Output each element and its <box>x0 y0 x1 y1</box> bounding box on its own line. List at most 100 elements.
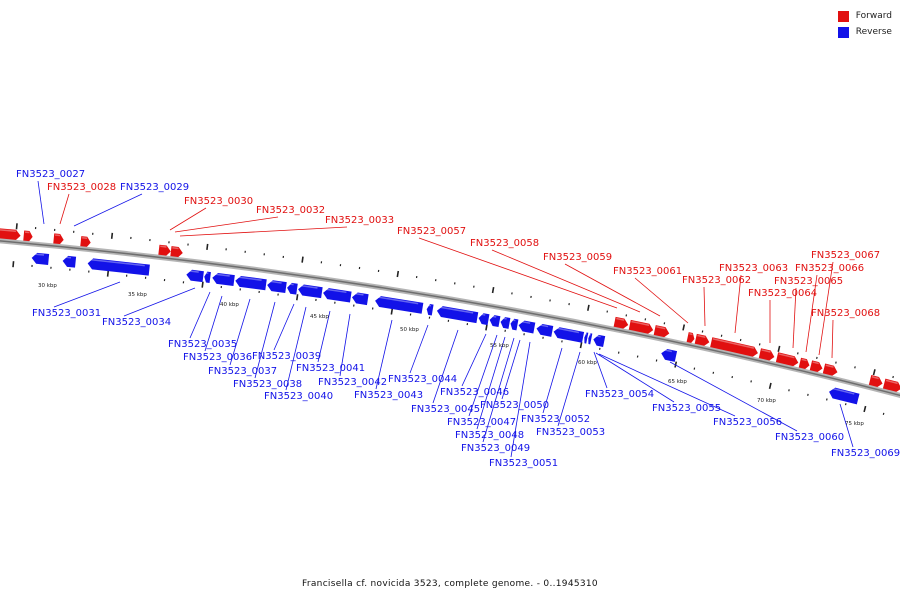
reverse-gene-18-shape[interactable] <box>510 318 519 331</box>
forward-gene-0-shape[interactable] <box>0 227 21 241</box>
forward-gene-4-shape[interactable] <box>158 244 171 257</box>
forward-gene-2-shape[interactable] <box>53 233 64 245</box>
forward-gene-18-shape[interactable] <box>882 378 900 394</box>
reverse-gene-14-shape[interactable] <box>436 305 479 324</box>
gene-fn3523_0061-label[interactable]: FN3523_0061 <box>613 266 682 277</box>
forward-gene-3-shape[interactable] <box>80 236 91 248</box>
gene-fn3523_0064-label[interactable]: FN3523_0064 <box>748 288 817 299</box>
forward-gene-6[interactable] <box>613 316 629 331</box>
gene-fn3523_0032-label[interactable]: FN3523_0032 <box>256 205 325 216</box>
reverse-gene-22[interactable] <box>583 332 589 344</box>
gene-fn3523_0037-label[interactable]: FN3523_0037 <box>208 366 277 377</box>
forward-gene-1-shape[interactable] <box>23 230 33 243</box>
reverse-gene-19[interactable] <box>518 320 536 334</box>
forward-gene-5[interactable] <box>170 246 183 258</box>
reverse-gene-26[interactable] <box>828 386 860 405</box>
forward-gene-9-shape[interactable] <box>686 332 695 344</box>
gene-fn3523_0065-label[interactable]: FN3523_0065 <box>774 276 843 287</box>
reverse-gene-12-shape[interactable] <box>374 295 424 314</box>
gene-fn3523_0044-label[interactable]: FN3523_0044 <box>388 374 457 385</box>
forward-gene-8-shape[interactable] <box>653 325 670 339</box>
reverse-gene-6[interactable] <box>235 275 267 291</box>
reverse-gene-0-shape[interactable] <box>31 252 50 265</box>
forward-gene-8[interactable] <box>653 325 670 339</box>
gene-fn3523_0046-label[interactable]: FN3523_0046 <box>440 387 509 398</box>
reverse-gene-24-shape[interactable] <box>592 334 606 347</box>
reverse-gene-11[interactable] <box>351 292 369 306</box>
gene-fn3523_0057-label[interactable]: FN3523_0057 <box>397 226 466 237</box>
forward-gene-10-shape[interactable] <box>694 333 710 348</box>
reverse-gene-23[interactable] <box>587 333 593 345</box>
reverse-gene-13-shape[interactable] <box>426 304 434 316</box>
gene-fn3523_0029-label[interactable]: FN3523_0029 <box>120 182 189 193</box>
forward-gene-2[interactable] <box>53 233 64 245</box>
forward-gene-11[interactable] <box>709 337 759 358</box>
forward-gene-11-shape[interactable] <box>709 337 759 358</box>
forward-gene-7-shape[interactable] <box>628 319 655 336</box>
reverse-gene-12[interactable] <box>374 295 424 314</box>
forward-gene-3[interactable] <box>80 236 91 248</box>
gene-fn3523_0056-label[interactable]: FN3523_0056 <box>713 417 782 428</box>
gene-fn3523_0028-label[interactable]: FN3523_0028 <box>47 182 116 193</box>
forward-gene-1[interactable] <box>23 230 33 243</box>
gene-fn3523_0033-label[interactable]: FN3523_0033 <box>325 215 394 226</box>
forward-gene-13-shape[interactable] <box>775 352 800 368</box>
gene-fn3523_0041-label[interactable]: FN3523_0041 <box>296 363 365 374</box>
forward-gene-6-shape[interactable] <box>613 316 629 331</box>
forward-gene-18[interactable] <box>882 378 900 394</box>
forward-gene-10[interactable] <box>694 333 710 348</box>
reverse-gene-23-shape[interactable] <box>587 333 593 345</box>
gene-fn3523_0052-label[interactable]: FN3523_0052 <box>521 414 590 425</box>
gene-fn3523_0066-label[interactable]: FN3523_0066 <box>795 263 864 274</box>
forward-gene-16-shape[interactable] <box>822 363 839 378</box>
forward-gene-9[interactable] <box>686 332 695 344</box>
forward-gene-16[interactable] <box>822 363 839 378</box>
reverse-gene-22-shape[interactable] <box>583 332 589 344</box>
reverse-gene-3[interactable] <box>186 269 204 283</box>
reverse-gene-19-shape[interactable] <box>518 320 536 334</box>
forward-gene-14[interactable] <box>798 357 810 371</box>
forward-gene-0[interactable] <box>0 227 21 241</box>
reverse-gene-25[interactable] <box>660 348 678 362</box>
gene-fn3523_0067-label[interactable]: FN3523_0067 <box>811 250 880 261</box>
reverse-gene-13[interactable] <box>426 304 434 316</box>
reverse-gene-2-shape[interactable] <box>87 258 150 276</box>
reverse-gene-1[interactable] <box>62 255 77 268</box>
gene-fn3523_0049-label[interactable]: FN3523_0049 <box>461 443 530 454</box>
reverse-gene-14[interactable] <box>436 305 479 324</box>
reverse-gene-17[interactable] <box>500 316 511 329</box>
gene-fn3523_0031-label[interactable]: FN3523_0031 <box>32 308 101 319</box>
gene-fn3523_0039-label[interactable]: FN3523_0039 <box>252 351 321 362</box>
reverse-gene-15[interactable] <box>478 313 490 326</box>
reverse-gene-16-shape[interactable] <box>489 314 501 328</box>
reverse-gene-5-shape[interactable] <box>212 272 235 287</box>
reverse-gene-0[interactable] <box>31 252 50 265</box>
reverse-gene-2[interactable] <box>87 258 150 276</box>
forward-gene-15-shape[interactable] <box>809 360 824 374</box>
reverse-gene-8-shape[interactable] <box>286 282 298 295</box>
forward-gene-17-shape[interactable] <box>868 375 884 389</box>
forward-gene-12-shape[interactable] <box>758 348 776 362</box>
reverse-gene-10-shape[interactable] <box>322 287 352 303</box>
gene-fn3523_0038-label[interactable]: FN3523_0038 <box>233 379 302 390</box>
reverse-gene-9-shape[interactable] <box>297 284 323 299</box>
reverse-gene-25-shape[interactable] <box>660 348 678 362</box>
reverse-gene-8[interactable] <box>286 282 298 295</box>
gene-fn3523_0053-label[interactable]: FN3523_0053 <box>536 427 605 438</box>
reverse-gene-20-shape[interactable] <box>536 323 554 337</box>
reverse-gene-24[interactable] <box>592 334 606 347</box>
gene-fn3523_0058-label[interactable]: FN3523_0058 <box>470 238 539 249</box>
gene-fn3523_0060-label[interactable]: FN3523_0060 <box>775 432 844 443</box>
reverse-gene-16[interactable] <box>489 314 501 328</box>
gene-fn3523_0043-label[interactable]: FN3523_0043 <box>354 390 423 401</box>
gene-fn3523_0035-label[interactable]: FN3523_0035 <box>168 339 237 350</box>
gene-fn3523_0042-label[interactable]: FN3523_0042 <box>318 377 387 388</box>
reverse-gene-17-shape[interactable] <box>500 316 511 329</box>
reverse-gene-6-shape[interactable] <box>235 275 267 291</box>
reverse-gene-11-shape[interactable] <box>351 292 369 306</box>
gene-fn3523_0027-label[interactable]: FN3523_0027 <box>16 169 85 180</box>
gene-fn3523_0059-label[interactable]: FN3523_0059 <box>543 252 612 263</box>
forward-gene-15[interactable] <box>809 360 824 374</box>
reverse-gene-1-shape[interactable] <box>62 255 77 268</box>
reverse-gene-5[interactable] <box>212 272 235 287</box>
